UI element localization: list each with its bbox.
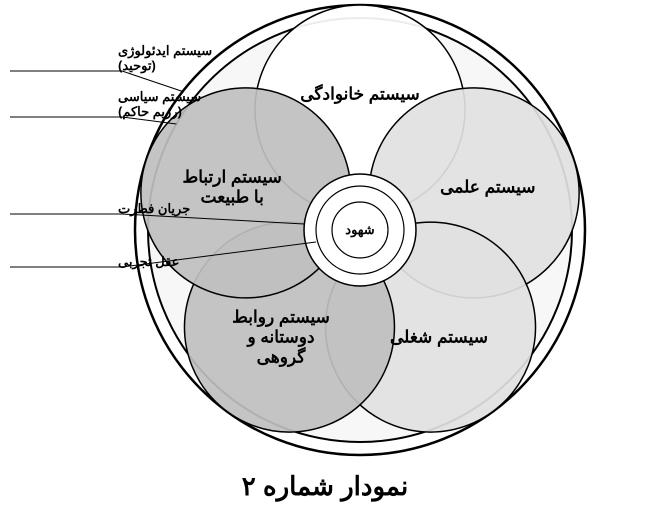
petal-job-label: سیستم شغلی: [390, 328, 488, 348]
label-ideology-leader: [122, 71, 183, 91]
caption: نمودار شماره ۲: [242, 471, 408, 502]
label-ideology: سیستم ایدئولوژی(توحید): [118, 43, 212, 74]
label-fitrat: جریان فطرت: [118, 201, 190, 217]
label-core: شهود: [345, 222, 374, 238]
diagram-root: { "diagram": { "type": "venn-flower", "c…: [0, 0, 650, 515]
label-reason: عقل تجربی: [118, 254, 179, 270]
petal-science-label: سیستم علمی: [440, 178, 535, 198]
petal-family-label: سیستم خانوادگی: [300, 84, 419, 105]
